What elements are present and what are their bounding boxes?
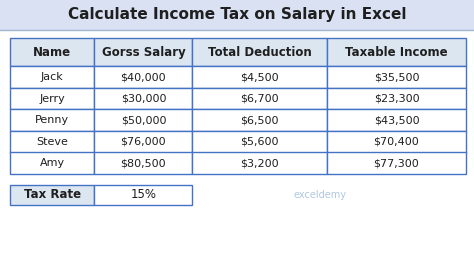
Text: Total Deduction: Total Deduction <box>208 46 311 59</box>
Text: $76,000: $76,000 <box>120 137 166 147</box>
Text: $70,400: $70,400 <box>374 137 419 147</box>
Text: Tax Rate: Tax Rate <box>24 188 81 201</box>
Text: $77,300: $77,300 <box>374 158 419 168</box>
Bar <box>192 110 327 131</box>
Text: $6,700: $6,700 <box>240 94 279 104</box>
Text: $40,000: $40,000 <box>120 72 166 82</box>
Bar <box>327 67 466 88</box>
Bar <box>192 38 327 67</box>
Bar <box>94 153 192 174</box>
Text: Gorss Salary: Gorss Salary <box>101 46 185 59</box>
Bar <box>10 110 94 131</box>
Text: Name: Name <box>33 46 71 59</box>
Text: Penny: Penny <box>35 115 69 125</box>
Text: $23,300: $23,300 <box>374 94 419 104</box>
Text: Amy: Amy <box>40 158 65 168</box>
Text: Calculate Income Tax on Salary in Excel: Calculate Income Tax on Salary in Excel <box>68 7 406 23</box>
Text: 15%: 15% <box>130 188 156 201</box>
Text: $3,200: $3,200 <box>240 158 279 168</box>
Bar <box>327 88 466 110</box>
Bar <box>10 185 94 205</box>
Bar <box>94 38 192 67</box>
Text: $35,500: $35,500 <box>374 72 419 82</box>
Bar <box>10 38 94 67</box>
Bar <box>192 153 327 174</box>
Text: Jack: Jack <box>41 72 64 82</box>
Text: Steve: Steve <box>36 137 68 147</box>
Bar <box>10 153 94 174</box>
Bar <box>192 131 327 153</box>
Bar <box>327 110 466 131</box>
Bar <box>94 185 192 205</box>
Bar <box>10 131 94 153</box>
Bar <box>192 67 327 88</box>
Text: $30,000: $30,000 <box>120 94 166 104</box>
Bar <box>0 0 474 30</box>
Bar <box>327 131 466 153</box>
Bar <box>327 153 466 174</box>
Bar <box>192 88 327 110</box>
Text: $5,600: $5,600 <box>240 137 279 147</box>
Text: exceldemy: exceldemy <box>294 190 347 200</box>
Bar <box>10 88 94 110</box>
Text: $4,500: $4,500 <box>240 72 279 82</box>
Bar <box>10 67 94 88</box>
Text: $50,000: $50,000 <box>120 115 166 125</box>
Text: $80,500: $80,500 <box>120 158 166 168</box>
Bar <box>94 88 192 110</box>
Bar <box>94 110 192 131</box>
Bar <box>327 38 466 67</box>
Bar <box>94 67 192 88</box>
Bar <box>94 131 192 153</box>
Text: Taxable Income: Taxable Income <box>345 46 448 59</box>
Text: Jerry: Jerry <box>39 94 65 104</box>
Text: $43,500: $43,500 <box>374 115 419 125</box>
Text: $6,500: $6,500 <box>240 115 279 125</box>
